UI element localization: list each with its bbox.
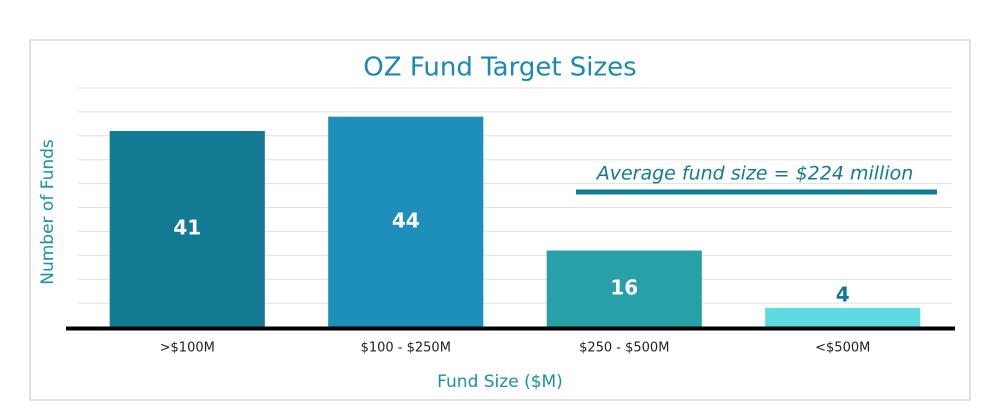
y-axis-label: Number of Funds — [38, 139, 58, 285]
bar — [546, 250, 702, 327]
data-label: 41 — [173, 216, 201, 240]
chart-title: OZ Fund Target Sizes — [363, 53, 636, 83]
x-tick-label: >$100M — [160, 341, 215, 356]
data-label: 16 — [610, 275, 638, 299]
x-tick-label: <$500M — [815, 341, 870, 356]
x-axis-label: Fund Size ($M) — [437, 372, 563, 392]
data-label: 44 — [392, 208, 420, 232]
annotation: Average fund size = $224 million — [595, 163, 914, 185]
bar — [109, 131, 265, 327]
x-tick-label: $250 - $500M — [579, 341, 669, 356]
x-tick-label: $100 - $250M — [361, 341, 451, 356]
bar — [765, 307, 921, 327]
data-label: 4 — [836, 282, 850, 306]
bar — [328, 116, 484, 328]
